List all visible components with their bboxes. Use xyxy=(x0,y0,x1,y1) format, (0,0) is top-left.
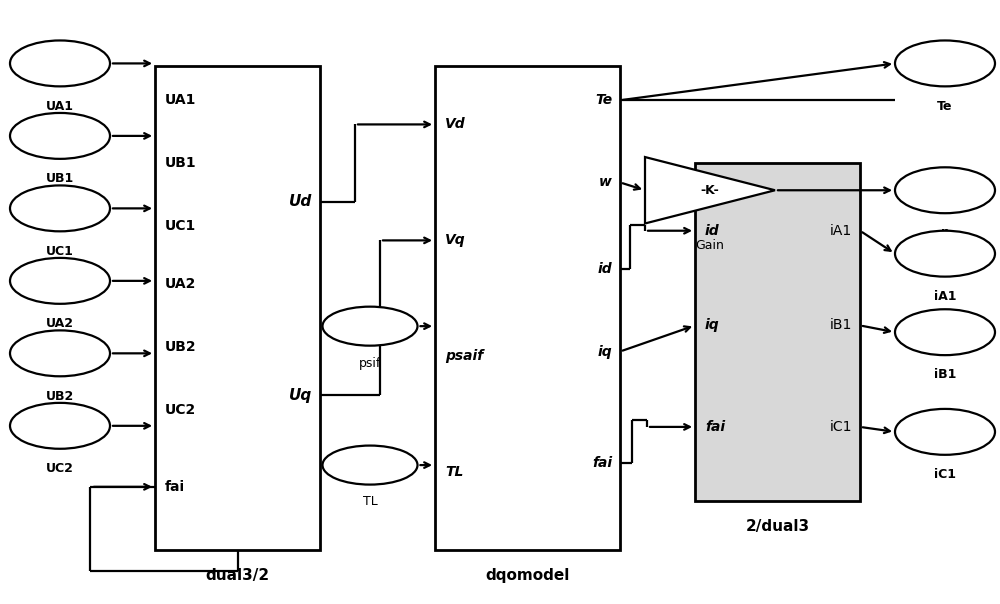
Ellipse shape xyxy=(895,167,995,213)
Bar xyxy=(435,66,620,550)
Text: UB2: UB2 xyxy=(165,339,197,354)
Text: 5: 5 xyxy=(56,343,64,356)
Text: UC2: UC2 xyxy=(165,402,196,417)
Text: UA1: UA1 xyxy=(165,93,196,108)
Text: 2: 2 xyxy=(941,243,949,257)
Text: iA1: iA1 xyxy=(830,223,852,238)
Text: UB2: UB2 xyxy=(46,390,74,403)
Text: fai: fai xyxy=(592,455,612,470)
Ellipse shape xyxy=(895,40,995,86)
Text: iq: iq xyxy=(705,318,720,332)
Ellipse shape xyxy=(322,307,418,345)
Bar xyxy=(155,66,320,550)
Text: fai: fai xyxy=(165,480,185,494)
Text: iq: iq xyxy=(597,344,612,359)
Text: n: n xyxy=(941,226,949,240)
Text: iB1: iB1 xyxy=(934,368,956,382)
Ellipse shape xyxy=(322,446,418,484)
Ellipse shape xyxy=(895,409,995,455)
Ellipse shape xyxy=(10,330,110,376)
Text: iC1: iC1 xyxy=(934,468,956,481)
Text: iA1: iA1 xyxy=(934,290,956,303)
Ellipse shape xyxy=(10,185,110,231)
Text: id: id xyxy=(597,262,612,277)
Polygon shape xyxy=(645,157,775,223)
Ellipse shape xyxy=(895,231,995,277)
Text: 4: 4 xyxy=(941,422,949,435)
Ellipse shape xyxy=(895,309,995,355)
Text: UA2: UA2 xyxy=(46,317,74,330)
Text: UC2: UC2 xyxy=(46,462,74,475)
Text: UC1: UC1 xyxy=(46,245,74,258)
Text: UA1: UA1 xyxy=(46,100,74,113)
Text: Te: Te xyxy=(595,93,612,108)
Text: -K-: -K- xyxy=(701,184,719,197)
Text: dual3/2: dual3/2 xyxy=(205,568,270,583)
Text: dqomodel: dqomodel xyxy=(485,568,570,583)
Text: UB1: UB1 xyxy=(46,172,74,185)
Text: psif: psif xyxy=(359,356,381,370)
Text: Gain: Gain xyxy=(696,239,724,252)
Text: 1: 1 xyxy=(56,53,64,66)
Text: UB1: UB1 xyxy=(165,156,197,170)
Text: 2/dual3: 2/dual3 xyxy=(745,519,810,535)
Text: Te: Te xyxy=(937,100,953,113)
Text: 1: 1 xyxy=(941,53,949,66)
Ellipse shape xyxy=(10,258,110,304)
Text: iC1: iC1 xyxy=(830,420,852,434)
Text: TL: TL xyxy=(445,465,463,480)
Text: iB1: iB1 xyxy=(830,318,852,332)
Text: Vd: Vd xyxy=(445,117,466,132)
Text: 7: 7 xyxy=(366,316,374,330)
Text: 6: 6 xyxy=(56,416,64,429)
Text: TL: TL xyxy=(363,495,377,509)
Bar xyxy=(695,163,860,501)
Text: w: w xyxy=(599,175,612,190)
Text: Uq: Uq xyxy=(289,388,312,402)
Text: Vq: Vq xyxy=(445,233,466,248)
Text: 5: 5 xyxy=(941,180,949,193)
Text: 4: 4 xyxy=(56,271,64,284)
Text: 8: 8 xyxy=(366,455,374,469)
Text: id: id xyxy=(705,223,720,238)
Text: 3: 3 xyxy=(941,322,949,335)
Text: UA2: UA2 xyxy=(165,277,196,291)
Ellipse shape xyxy=(10,40,110,86)
Text: fai: fai xyxy=(705,420,725,434)
Text: 2: 2 xyxy=(56,126,64,139)
Text: 3: 3 xyxy=(56,198,64,211)
Ellipse shape xyxy=(10,113,110,159)
Text: UC1: UC1 xyxy=(165,219,196,233)
Text: Ud: Ud xyxy=(289,194,312,209)
Text: psaif: psaif xyxy=(445,349,483,364)
Ellipse shape xyxy=(10,403,110,449)
